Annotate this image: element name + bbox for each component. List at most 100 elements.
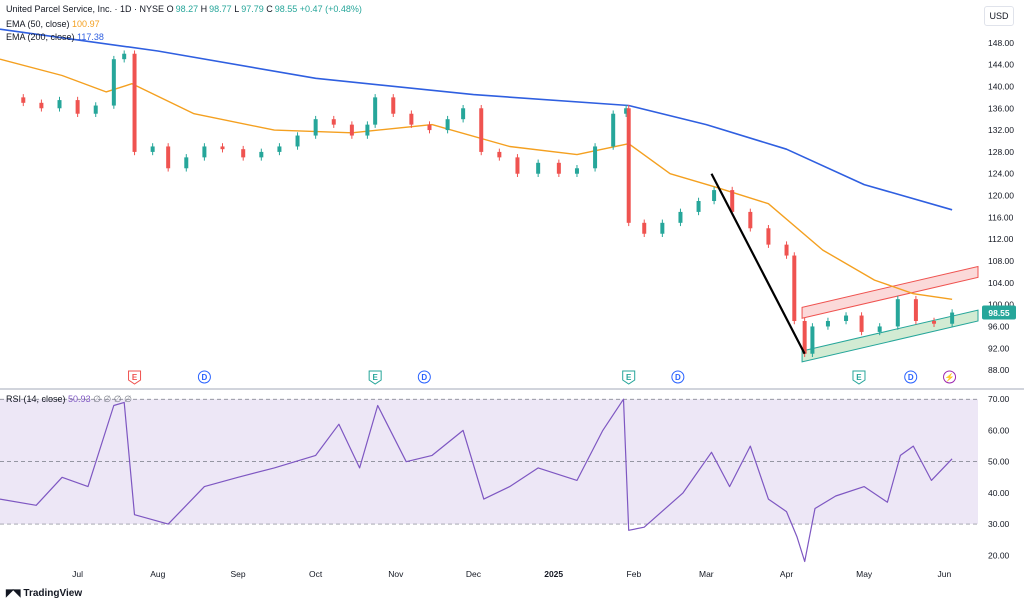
time-tick-label: Sep (230, 569, 245, 579)
candle-body (536, 162, 541, 174)
event-badge-letter: E (132, 373, 138, 382)
earnings-badge (622, 370, 636, 385)
candle-body (241, 149, 246, 158)
price-tick-label: 88.00 (988, 365, 1010, 375)
ohlc-close: 98.55 (274, 4, 298, 14)
currency-button[interactable]: USD (984, 6, 1014, 26)
event-badge-letter: D (421, 373, 427, 382)
tradingview-watermark[interactable]: ◤◥ TradingView (6, 588, 82, 599)
candle-body (111, 59, 116, 106)
tradingview-logo-icon: ◤◥ (6, 588, 20, 599)
candle-body (515, 157, 520, 174)
candle-body (75, 100, 80, 114)
rsi-legend[interactable]: RSI (14, close) 50.93 ∅ ∅ ∅ ∅ (6, 394, 132, 405)
ohlc-low: 97.79 (241, 4, 264, 14)
ema50-value: 100.97 (72, 19, 100, 29)
price-change: +0.47 (+0.48%) (299, 4, 362, 14)
candle-body (57, 100, 62, 109)
candle-body (913, 299, 918, 321)
candle-body (445, 119, 450, 131)
candle-body (748, 211, 753, 229)
earnings-badge (128, 370, 142, 385)
price-tick-label: 112.00 (988, 234, 1014, 244)
time-tick-label: May (856, 569, 873, 579)
time-tick-label: Nov (388, 569, 404, 579)
price-tick-label: 136.00 (988, 103, 1014, 113)
event-badge-letter: D (908, 373, 914, 382)
time-tick-label: 2025 (544, 569, 563, 579)
candle-body (331, 119, 336, 125)
candle-body (895, 299, 900, 327)
candle-body (461, 108, 466, 120)
rsi-extra: ∅ ∅ ∅ ∅ (93, 394, 132, 404)
earnings-badge (852, 370, 866, 385)
candle-body (642, 222, 647, 234)
dividend-badge (417, 370, 431, 384)
price-tick-label: 124.00 (988, 169, 1014, 179)
rsi-tick-label: 50.00 (988, 457, 1010, 467)
candle-body (21, 97, 26, 103)
rsi-tick-label: 30.00 (988, 519, 1010, 529)
candle-body (766, 228, 771, 245)
candle-body (93, 105, 98, 114)
candle-body (556, 162, 561, 174)
candle-body (202, 146, 207, 158)
price-tick-label: 116.00 (988, 212, 1014, 222)
candle-body (696, 201, 701, 212)
candle-body (409, 113, 414, 125)
candle-body (132, 53, 137, 152)
candle-body (825, 321, 830, 327)
candle-body (427, 124, 432, 131)
event-badge-letter: E (372, 373, 378, 382)
candle-body (844, 315, 849, 321)
time-tick-label: Dec (466, 569, 482, 579)
price-tick-label: 140.00 (988, 81, 1014, 91)
rsi-tick-label: 20.00 (988, 550, 1010, 560)
candle-body (859, 315, 864, 332)
split-badge (943, 370, 957, 384)
candle-body (220, 146, 225, 150)
watermark-text: TradingView (23, 588, 83, 599)
earnings-badge (368, 370, 382, 385)
candle-body (802, 321, 807, 354)
time-tick-label: Feb (627, 569, 642, 579)
candle-body (277, 146, 282, 152)
symbol-title: United Parcel Service, Inc. · 1D · NYSE (6, 4, 165, 14)
candle-body (150, 146, 155, 152)
candle-body (784, 244, 789, 256)
candle-body (122, 53, 127, 60)
candle-body (932, 321, 937, 324)
candle-body (391, 97, 396, 114)
dividend-badge (671, 370, 685, 384)
price-tick-label: 108.00 (988, 256, 1014, 266)
event-badge-letter: E (626, 373, 632, 382)
ohlc-high-key: H (200, 4, 208, 14)
pane-separator[interactable] (0, 388, 1024, 390)
candle-body (479, 108, 484, 152)
candle-body (593, 146, 598, 169)
ema50-line (0, 58, 953, 300)
candle-body (730, 190, 735, 212)
candle-body (349, 124, 354, 136)
time-tick-label: Mar (699, 569, 714, 579)
ema200-legend[interactable]: EMA (200, close) 117.38 (6, 32, 104, 42)
event-badge-letter: ⚡ (945, 372, 955, 382)
candle-body (259, 151, 264, 158)
time-tick-label: Jul (72, 569, 83, 579)
upper-resistance-channel (801, 265, 979, 319)
symbol-header: United Parcel Service, Inc. · 1D · NYSE … (6, 4, 362, 14)
trend-line (710, 173, 806, 355)
price-tick-label: 148.00 (988, 38, 1014, 48)
candle-body (810, 326, 815, 354)
candle-body (295, 135, 300, 147)
candle-body (877, 326, 882, 332)
time-tick-label: Jun (938, 569, 952, 579)
ema200-value: 117.38 (77, 32, 104, 42)
dividend-badge (197, 370, 211, 384)
event-badge-letter: D (675, 373, 681, 382)
ema200-line (0, 28, 953, 211)
ema50-legend[interactable]: EMA (50, close) 100.97 (6, 19, 100, 29)
candle-body (624, 108, 629, 114)
rsi-label: RSI (14, close) (6, 394, 66, 404)
